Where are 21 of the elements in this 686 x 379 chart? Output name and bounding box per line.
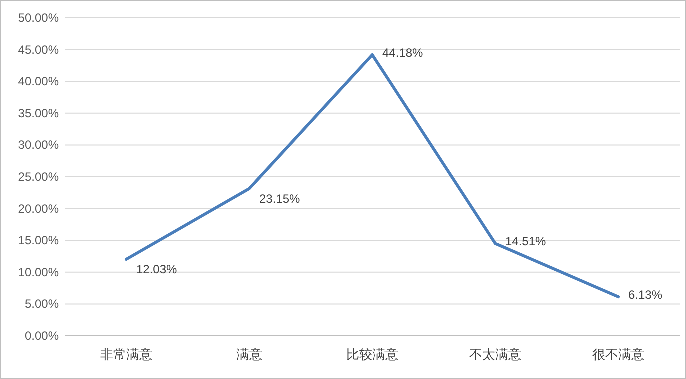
y-tick-label: 5.00% <box>24 297 60 312</box>
x-tick-label: 不太满意 <box>470 347 522 362</box>
x-tick-label: 非常满意 <box>100 347 152 362</box>
y-tick-label: 30.00% <box>18 138 60 152</box>
x-tick-label: 比较满意 <box>346 347 398 362</box>
y-tick-label: 15.00% <box>18 234 60 248</box>
y-tick-label: 10.00% <box>18 265 60 280</box>
data-label: 12.03% <box>136 262 178 276</box>
data-label: 6.13% <box>628 288 663 302</box>
data-label: 23.15% <box>260 192 301 206</box>
y-tick-label: 0.00% <box>24 329 60 343</box>
y-tick-label: 20.00% <box>18 202 60 216</box>
data-label: 14.51% <box>506 234 547 249</box>
y-tick-label: 25.00% <box>18 170 60 184</box>
y-tick-label: 40.00% <box>18 74 60 89</box>
y-tick-label: 50.00% <box>18 11 60 25</box>
data-label: 44.18% <box>382 46 424 60</box>
y-tick-label: 35.00% <box>18 106 60 120</box>
y-tick-label: 45.00% <box>18 42 60 57</box>
x-tick-label: 很不满意 <box>592 347 644 362</box>
x-tick-label: 满意 <box>236 347 262 362</box>
